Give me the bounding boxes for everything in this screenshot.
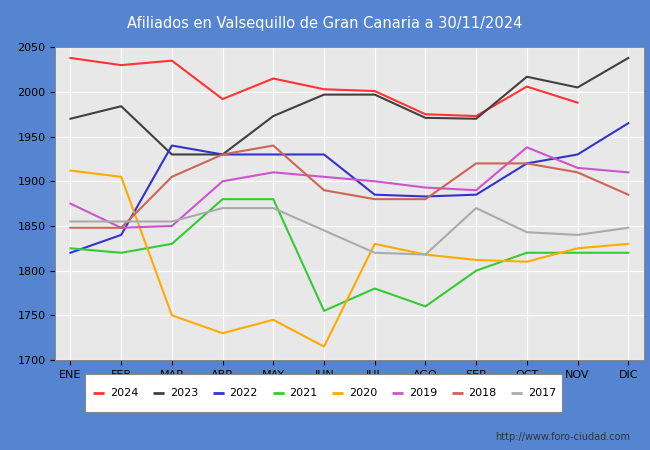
Text: 2022: 2022 [229,387,258,398]
Text: 2017: 2017 [528,387,556,398]
Text: 2020: 2020 [349,387,377,398]
Text: Afiliados en Valsequillo de Gran Canaria a 30/11/2024: Afiliados en Valsequillo de Gran Canaria… [127,16,523,31]
Text: 2019: 2019 [409,387,437,398]
Text: 2018: 2018 [469,387,497,398]
Text: 2024: 2024 [111,387,138,398]
Text: http://www.foro-ciudad.com: http://www.foro-ciudad.com [495,432,630,441]
Text: 2023: 2023 [170,387,198,398]
Text: 2021: 2021 [289,387,318,398]
